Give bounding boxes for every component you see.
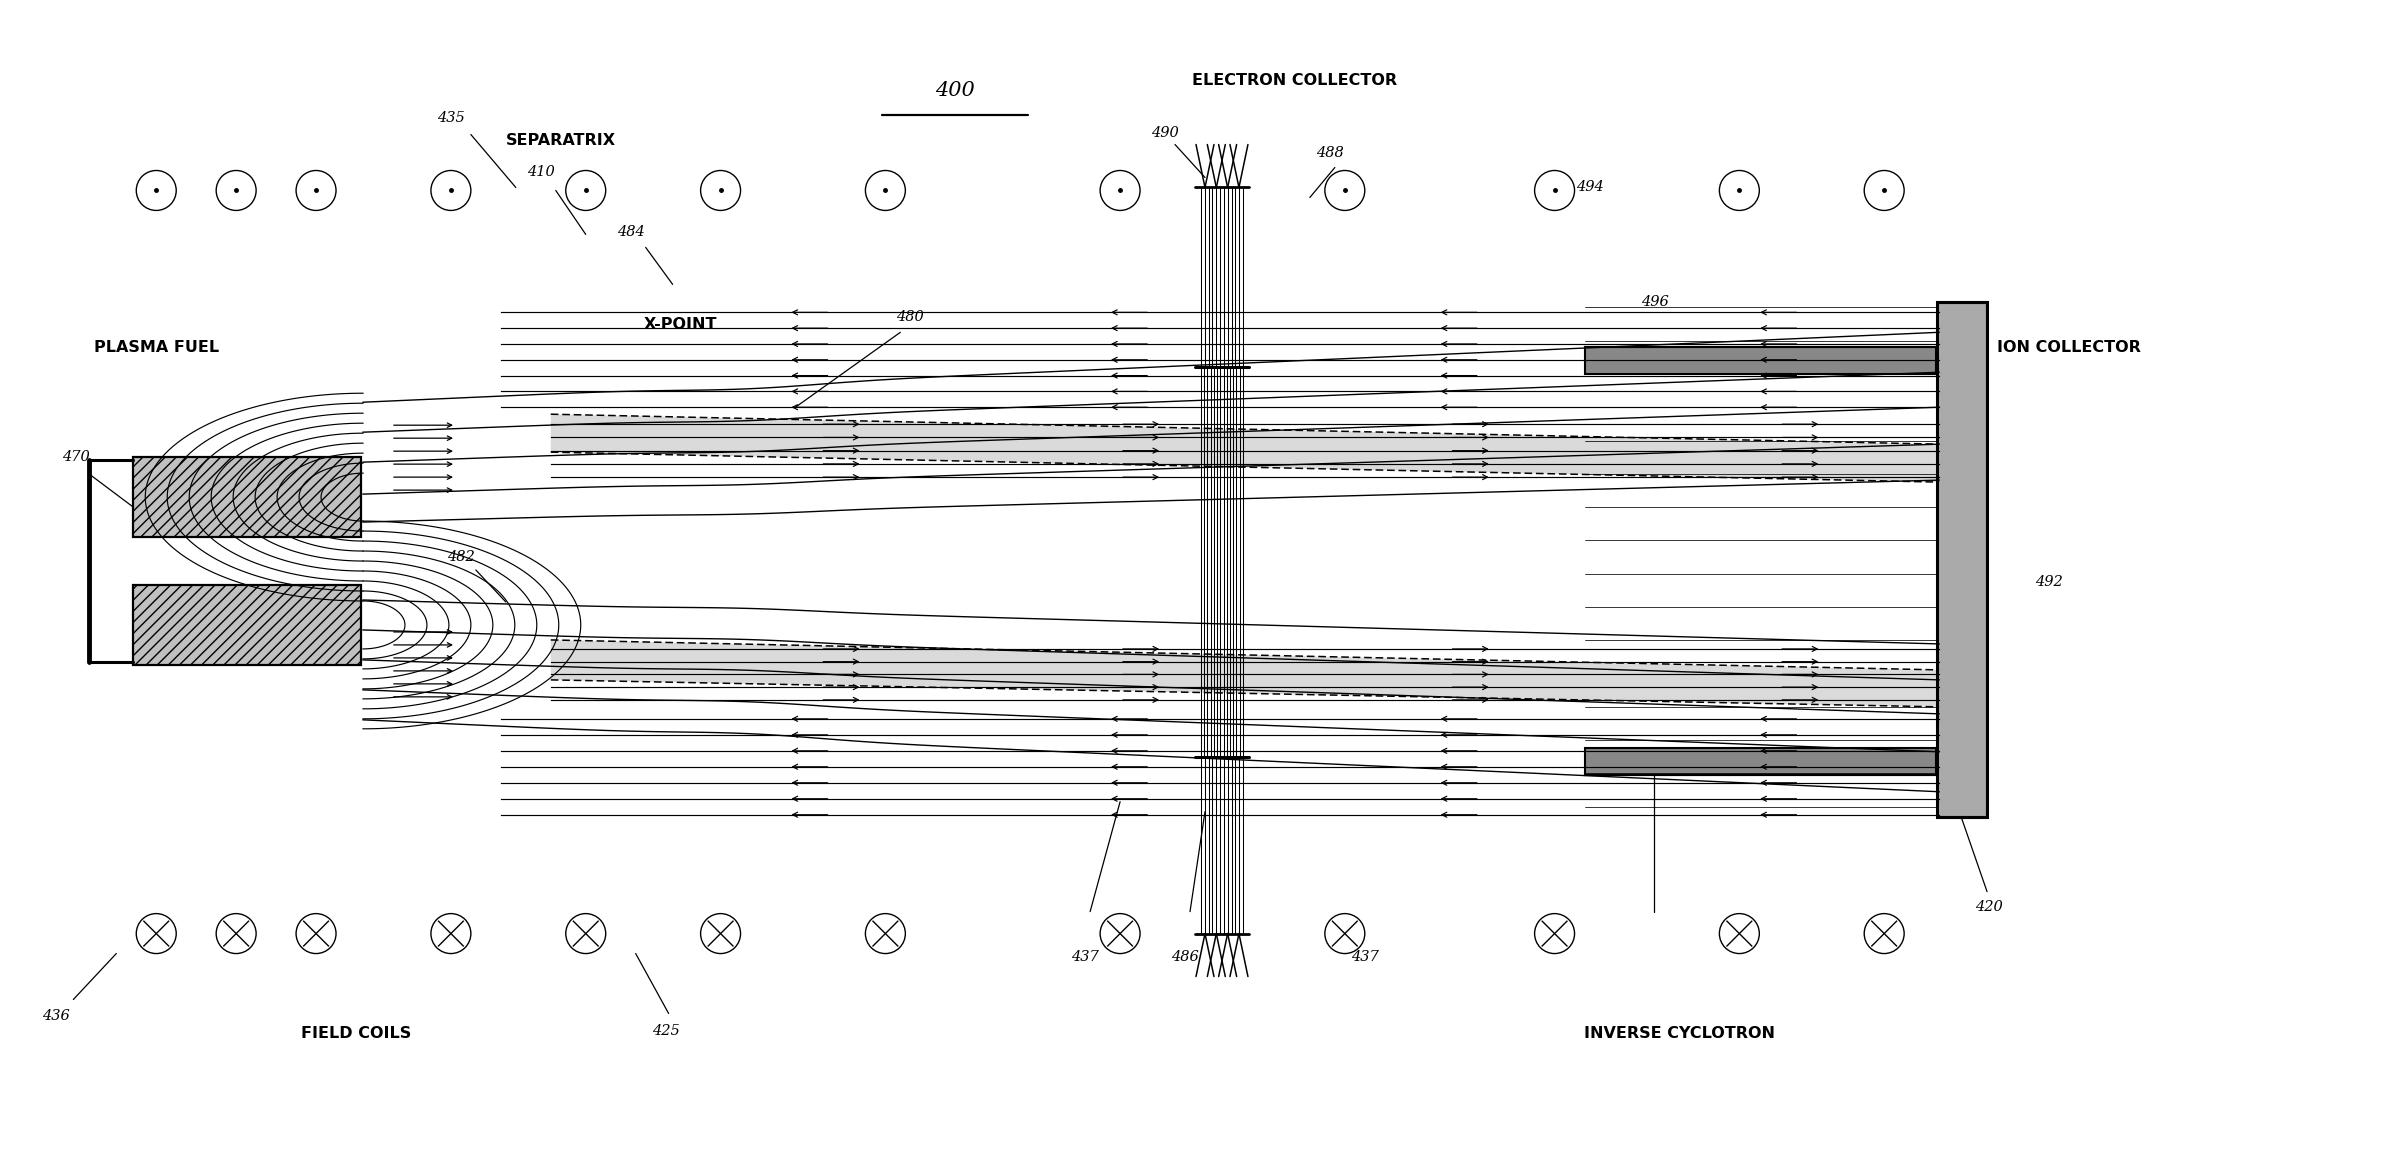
Text: 435: 435 [437, 110, 466, 124]
Text: 492: 492 [2036, 575, 2062, 589]
Text: 496: 496 [1640, 295, 1669, 309]
Text: 437: 437 [1071, 949, 1100, 963]
Text: PLASMA FUEL: PLASMA FUEL [94, 339, 218, 354]
Text: 494: 494 [1575, 180, 1604, 194]
Text: 420: 420 [1976, 899, 2002, 913]
Bar [1938, 302, 1988, 817]
Text: 484: 484 [617, 225, 643, 239]
Bar [1585, 748, 1935, 775]
Text: 480: 480 [896, 310, 924, 324]
Text: 436: 436 [43, 1010, 70, 1024]
Text: FIELD COILS: FIELD COILS [300, 1026, 411, 1041]
Text: 490: 490 [1150, 125, 1179, 139]
Polygon shape [550, 414, 1940, 482]
Bar [1585, 347, 1935, 374]
Text: 488: 488 [1316, 145, 1345, 159]
Bar [134, 584, 360, 665]
Text: 410: 410 [526, 165, 555, 179]
Text: 400: 400 [936, 81, 975, 100]
Polygon shape [550, 640, 1940, 706]
Text: 486: 486 [1172, 949, 1198, 963]
Text: 482: 482 [447, 550, 475, 564]
Text: 425: 425 [651, 1025, 679, 1039]
Text: X-POINT: X-POINT [643, 317, 718, 332]
Text: SEPARATRIX: SEPARATRIX [507, 132, 615, 148]
Text: 470: 470 [62, 450, 91, 464]
Text: ELECTRON COLLECTOR: ELECTRON COLLECTOR [1193, 73, 1397, 88]
Text: ION COLLECTOR: ION COLLECTOR [1998, 339, 2142, 354]
Bar [134, 457, 360, 537]
Text: 437: 437 [1352, 949, 1378, 963]
Text: INVERSE CYCLOTRON: INVERSE CYCLOTRON [1585, 1026, 1774, 1041]
